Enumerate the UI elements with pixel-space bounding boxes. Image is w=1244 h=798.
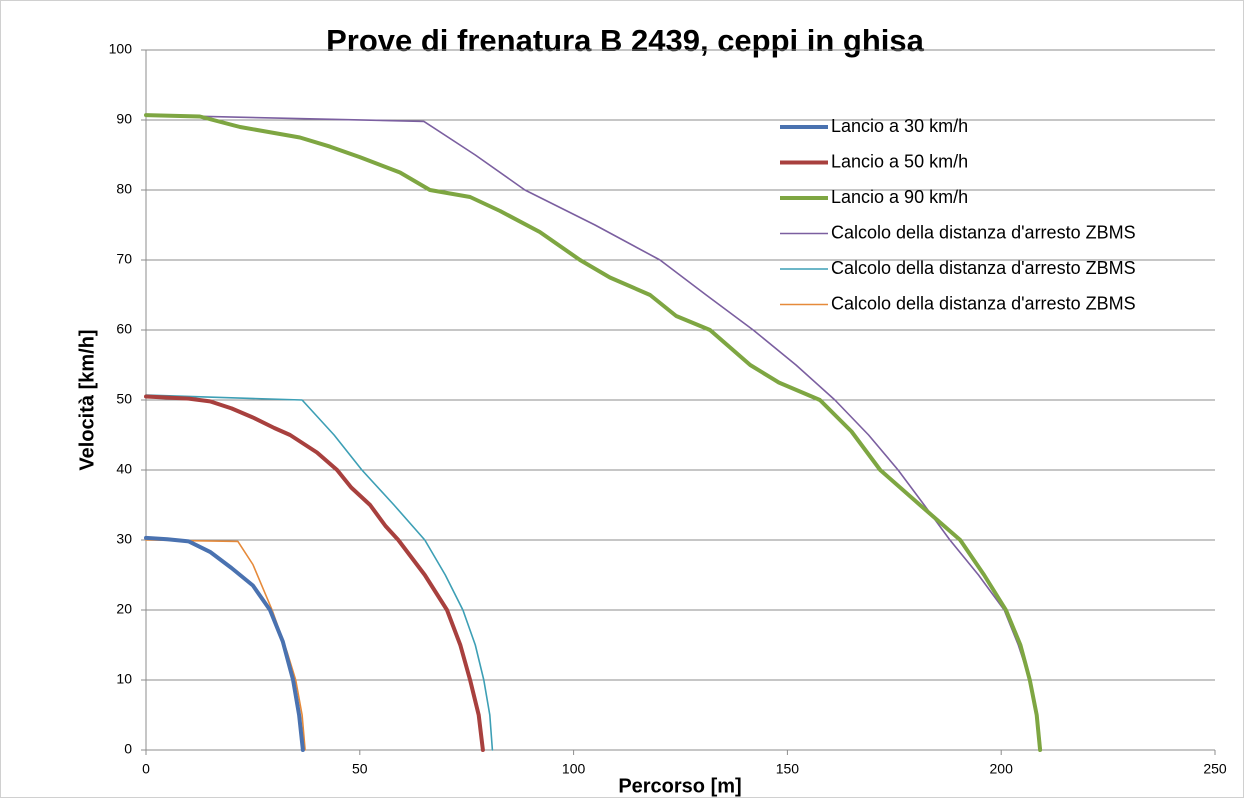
- series-line: [144, 535, 305, 752]
- legend-label: Calcolo della distanza d'arresto ZBMS: [831, 222, 1136, 242]
- y-tick-label: 90: [116, 111, 132, 127]
- y-tick-label: 0: [124, 741, 132, 757]
- y-tick-label: 50: [116, 391, 132, 407]
- x-tick-label: 50: [352, 761, 368, 777]
- chart-title: Prove di frenatura B 2439, ceppi in ghis…: [326, 23, 925, 58]
- x-tick-label: 150: [776, 761, 800, 777]
- x-tick-label: 0: [142, 761, 150, 777]
- x-axis-label: Percorso [m]: [618, 775, 741, 797]
- series-line: [145, 394, 494, 751]
- series-line: [144, 113, 1043, 752]
- y-tick-label: 100: [109, 41, 133, 57]
- y-tick-label: 30: [116, 531, 132, 547]
- x-tick-label: 250: [1203, 761, 1227, 777]
- y-tick-label: 10: [116, 671, 132, 687]
- y-tick-label: 70: [116, 251, 132, 267]
- y-tick-label: 80: [116, 181, 132, 197]
- x-tick-label: 200: [990, 761, 1014, 777]
- y-tick-label: 40: [116, 461, 132, 477]
- y-axis-label: Velocità [km/h]: [76, 329, 98, 470]
- legend-label: Lancio a 30 km/h: [831, 116, 968, 136]
- y-tick-label: 60: [116, 321, 132, 337]
- series-line: [144, 394, 485, 752]
- legend-label: Calcolo della distanza d'arresto ZBMS: [831, 293, 1136, 313]
- legend-label: Calcolo della distanza d'arresto ZBMS: [831, 258, 1136, 278]
- y-tick-label: 20: [116, 601, 132, 617]
- x-tick-label: 100: [562, 761, 586, 777]
- legend-label: Lancio a 50 km/h: [831, 151, 968, 171]
- legend-label: Lancio a 90 km/h: [831, 187, 968, 207]
